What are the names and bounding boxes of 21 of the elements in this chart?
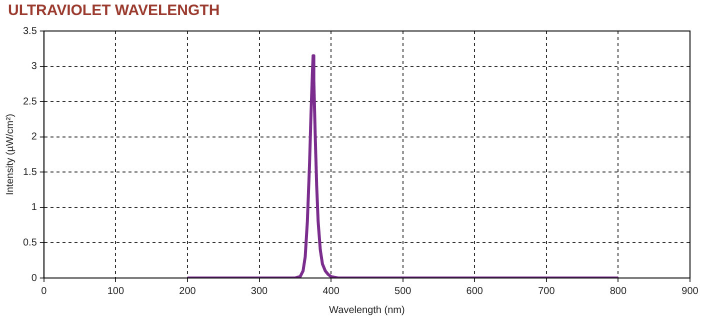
x-tick-label: 500 (394, 286, 412, 297)
x-axis-title: Wavelength (nm) (329, 304, 405, 316)
y-tick-label: 0.5 (22, 237, 38, 248)
x-tick-label: 400 (322, 286, 340, 297)
y-axis-title: Intensity (µW/cm²) (4, 114, 16, 196)
x-tick-label: 900 (682, 286, 699, 297)
x-tick-label: 600 (466, 286, 484, 297)
x-tick-label: 0 (41, 286, 48, 297)
x-tick-label: 100 (107, 286, 124, 297)
x-tick-label: 300 (250, 286, 268, 297)
y-tick-label: 2 (31, 132, 38, 143)
x-tick-label: 200 (179, 286, 196, 297)
y-tick-label: 3.5 (22, 26, 38, 37)
chart-title: ULTRAVIOLET WAVELENGTH (8, 2, 220, 19)
x-tick-label: 700 (538, 286, 556, 297)
y-tick-label: 1 (31, 202, 38, 214)
y-tick-label: 0 (31, 272, 38, 284)
y-tick-label: 1.5 (22, 166, 38, 178)
y-tick-label: 2.5 (22, 96, 38, 108)
y-tick-label: 3 (31, 61, 38, 72)
x-tick-label: 800 (610, 286, 627, 297)
